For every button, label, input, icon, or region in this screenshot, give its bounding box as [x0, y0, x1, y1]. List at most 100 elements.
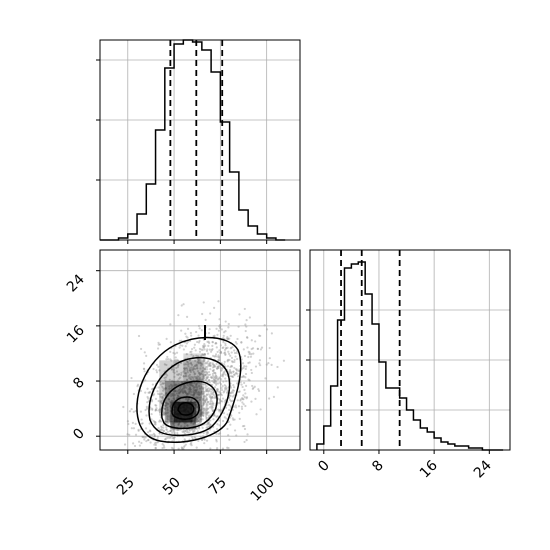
scatter-point — [183, 367, 186, 370]
scatter-point — [211, 404, 215, 407]
scatter-point — [159, 450, 161, 452]
scatter-point — [169, 400, 172, 403]
scatter-point — [190, 398, 193, 401]
scatter-point — [189, 388, 192, 391]
scatter-point — [227, 350, 230, 353]
scatter-point — [128, 410, 132, 413]
scatter-point — [226, 427, 229, 431]
scatter-point — [218, 377, 221, 380]
scatter-point — [205, 412, 208, 415]
scatter-point — [177, 392, 181, 395]
scatter-point — [184, 372, 188, 376]
scatter-point — [183, 372, 186, 375]
scatter-point — [232, 389, 235, 392]
scatter-point — [247, 350, 250, 353]
scatter-point — [202, 387, 205, 390]
density-contour — [161, 380, 218, 430]
scatter-point — [161, 395, 164, 399]
scatter-point — [219, 393, 222, 396]
scatter-point — [136, 385, 139, 388]
scatter-point — [169, 341, 172, 344]
scatter-point — [240, 405, 244, 408]
scatter-point — [205, 370, 208, 373]
scatter-point — [190, 428, 193, 432]
scatter-point — [223, 360, 226, 364]
scatter-point — [192, 387, 195, 390]
scatter-point — [227, 352, 231, 355]
scatter-point — [182, 375, 185, 378]
scatter-point — [190, 390, 193, 393]
scatter-point — [162, 444, 165, 447]
scatter-point — [243, 307, 246, 311]
scatter-point — [196, 367, 199, 370]
scatter-point — [174, 361, 178, 364]
scatter-point — [204, 373, 207, 376]
scatter-point — [169, 465, 171, 467]
scatter-point — [230, 346, 233, 349]
scatter-point — [188, 429, 192, 432]
scatter-point — [150, 433, 154, 437]
scatter-point — [185, 386, 188, 389]
scatter-point — [210, 402, 213, 405]
scatter-point — [186, 327, 190, 330]
scatter-point — [182, 391, 185, 394]
scatter-point — [204, 401, 207, 404]
scatter-point — [233, 374, 236, 377]
y-tick-label: 0 — [70, 426, 88, 444]
scatter-point — [158, 393, 161, 396]
scatter-point — [258, 362, 261, 365]
scatter-point — [195, 383, 198, 386]
scatter-point — [194, 359, 197, 362]
scatter-point — [166, 411, 169, 414]
scatter-point — [196, 386, 199, 389]
scatter-point — [199, 364, 203, 367]
scatter-point — [171, 421, 175, 424]
scatter-point — [203, 395, 206, 398]
scatter-point — [167, 452, 169, 454]
scatter-point — [202, 397, 205, 400]
scatter-point — [201, 392, 205, 395]
scatter-point — [172, 351, 175, 355]
scatter-point — [179, 477, 181, 479]
scatter-point — [221, 373, 225, 376]
scatter-point — [223, 416, 226, 419]
scatter-point — [172, 428, 175, 432]
density-contour — [177, 402, 195, 416]
scatter-point — [188, 392, 191, 395]
scatter-point — [201, 387, 204, 390]
scatter-point — [188, 390, 191, 393]
scatter-point — [205, 366, 208, 369]
scatter-point — [126, 433, 129, 436]
scatter-point — [244, 372, 248, 376]
scatter-point — [159, 420, 163, 423]
scatter-point — [161, 385, 164, 388]
scatter-point — [132, 410, 135, 413]
scatter-point — [202, 346, 205, 349]
scatter-point — [187, 392, 190, 395]
scatter-point — [151, 468, 153, 470]
scatter-point — [208, 402, 211, 405]
scatter-point — [207, 364, 210, 367]
scatter-point — [230, 375, 233, 378]
scatter-point — [209, 447, 212, 450]
scatter-point — [272, 395, 276, 399]
scatter-point — [150, 399, 154, 402]
scatter-point — [209, 390, 213, 393]
scatter-point — [211, 400, 214, 403]
scatter-point — [232, 384, 235, 387]
scatter-point — [205, 416, 208, 420]
scatter-point — [207, 379, 211, 382]
scatter-point — [259, 364, 262, 367]
scatter-point — [200, 414, 203, 418]
scatter-point — [211, 363, 214, 366]
scatter-point — [155, 369, 158, 372]
scatter-point — [196, 393, 199, 396]
scatter-point — [246, 336, 249, 339]
scatter-point — [159, 401, 162, 404]
scatter-point — [182, 370, 185, 373]
scatter-point — [212, 409, 215, 412]
scatter-point — [177, 359, 180, 363]
scatter-point — [204, 415, 208, 418]
scatter-point — [189, 370, 192, 374]
scatter-point — [137, 334, 141, 338]
